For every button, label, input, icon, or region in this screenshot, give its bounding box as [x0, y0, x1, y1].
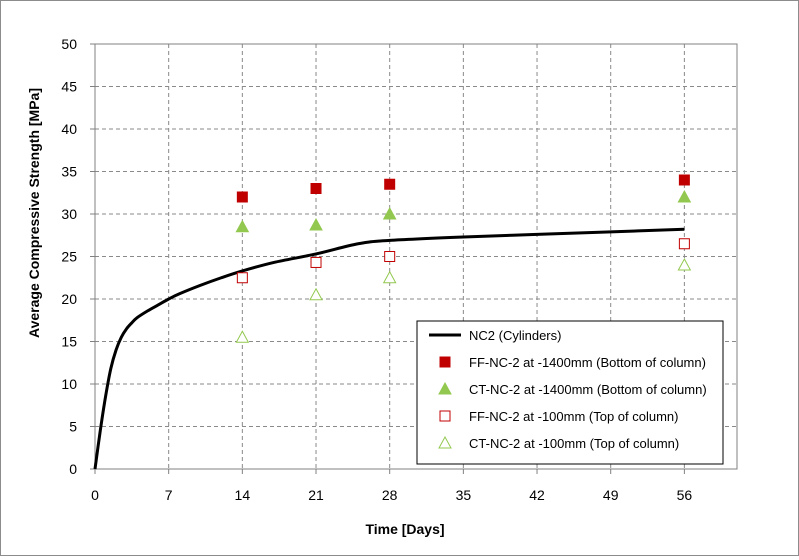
- legend-marker-swatch: [439, 356, 451, 368]
- y-tick-label: 40: [61, 121, 77, 137]
- y-tick-label: 0: [69, 461, 77, 477]
- data-point: [384, 251, 396, 262]
- data-point: [382, 206, 397, 220]
- legend-marker-swatch: [439, 410, 451, 422]
- y-axis-title: Average Compressive Strength [MPa]: [26, 88, 42, 338]
- data-point: [678, 174, 690, 186]
- legend-label: CT-NC-2 at -1400mm (Bottom of column): [469, 382, 707, 397]
- legend-symbol: [438, 435, 452, 449]
- data-point: [236, 191, 248, 203]
- data-point: [677, 189, 692, 203]
- data-point: [236, 272, 248, 284]
- series-1: [236, 174, 690, 203]
- data-point: [309, 287, 323, 301]
- x-tick-label: 21: [308, 487, 324, 503]
- y-tick-label: 35: [61, 164, 77, 180]
- x-tick-label: 42: [529, 487, 545, 503]
- legend: NC2 (Cylinders) FF-NC-2 at -1400mm (Botto…: [416, 320, 724, 465]
- data-point: [309, 218, 323, 231]
- x-tick-label: 49: [603, 487, 619, 503]
- legend-symbol: [439, 410, 451, 422]
- legend-box: [416, 320, 724, 465]
- legend-label: CT-NC-2 at -100mm (Top of column): [469, 436, 679, 451]
- x-tick-label: 7: [165, 487, 173, 503]
- y-tick-label: 50: [61, 36, 77, 52]
- x-tick-label: 14: [235, 487, 251, 503]
- data-point: [382, 270, 397, 284]
- legend-marker-swatch: [438, 435, 452, 449]
- y-tick-label: 25: [61, 249, 77, 265]
- axis-layer: 0 5 10 15 20 25 30 35 40 45 50 0 7 14 21 28 35 42 49 56: [61, 36, 738, 503]
- legend-label: NC2 (Cylinders): [469, 328, 561, 343]
- data-point: [235, 219, 250, 233]
- y-tick-label: 10: [61, 376, 77, 392]
- series-2: [235, 189, 692, 233]
- legend-symbol: [439, 356, 451, 368]
- series-3: [236, 238, 690, 284]
- y-tick-label: 20: [61, 291, 77, 307]
- data-point: [310, 256, 322, 268]
- data-point: [235, 330, 250, 343]
- data-point: [310, 183, 322, 194]
- data-point: [677, 257, 692, 271]
- legend-label: FF-NC-2 at -1400mm (Bottom of column): [469, 355, 706, 370]
- y-tick-label: 5: [69, 419, 77, 435]
- x-axis-title: Time [Days]: [365, 521, 444, 537]
- data-point: [384, 178, 396, 190]
- x-tick-label: 35: [456, 487, 472, 503]
- series-line: [93, 227, 685, 470]
- series-4: [235, 257, 692, 343]
- series-layer: [93, 174, 692, 470]
- x-tick-label: 0: [91, 487, 99, 503]
- legend-symbol: [438, 381, 452, 395]
- y-tick-label: 45: [61, 79, 77, 95]
- data-point: [678, 238, 690, 250]
- x-tick-label: 28: [382, 487, 398, 503]
- legend-marker-swatch: [438, 381, 452, 395]
- plot-area-border: [94, 43, 738, 470]
- series-0: [93, 227, 685, 470]
- y-tick-label: 15: [61, 334, 77, 350]
- y-tick-label: 30: [61, 206, 77, 222]
- legend-label: FF-NC-2 at -100mm (Top of column): [469, 409, 679, 424]
- x-tick-label: 56: [677, 487, 693, 503]
